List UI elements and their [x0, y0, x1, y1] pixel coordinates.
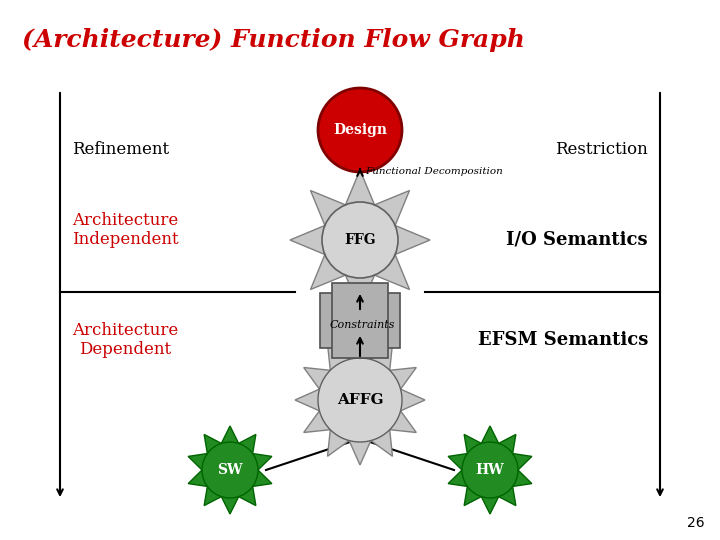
Ellipse shape: [202, 442, 258, 498]
Ellipse shape: [318, 358, 402, 442]
Text: Architecture
Dependent: Architecture Dependent: [72, 322, 179, 359]
Text: Constraints: Constraints: [329, 320, 395, 330]
Ellipse shape: [318, 88, 402, 172]
Text: AFFG: AFFG: [337, 393, 383, 407]
Text: Architecture
Independent: Architecture Independent: [72, 212, 179, 248]
Text: Functional Decomposition: Functional Decomposition: [365, 166, 503, 176]
Ellipse shape: [322, 202, 398, 278]
Text: SW: SW: [217, 463, 243, 477]
Text: (Architecture) Function Flow Graph: (Architecture) Function Flow Graph: [22, 28, 525, 52]
FancyBboxPatch shape: [332, 283, 388, 358]
Text: Refinement: Refinement: [72, 141, 169, 159]
Polygon shape: [448, 426, 532, 514]
Text: 26: 26: [688, 516, 705, 530]
FancyBboxPatch shape: [320, 293, 400, 348]
Text: Restriction: Restriction: [555, 141, 648, 159]
Text: Design: Design: [333, 123, 387, 137]
Polygon shape: [290, 170, 430, 310]
Text: I/O Semantics: I/O Semantics: [506, 231, 648, 249]
Text: FFG: FFG: [344, 233, 376, 247]
Text: EFSM Semantics: EFSM Semantics: [477, 331, 648, 349]
Polygon shape: [295, 335, 425, 465]
Polygon shape: [188, 426, 272, 514]
Ellipse shape: [462, 442, 518, 498]
Text: HW: HW: [476, 463, 505, 477]
